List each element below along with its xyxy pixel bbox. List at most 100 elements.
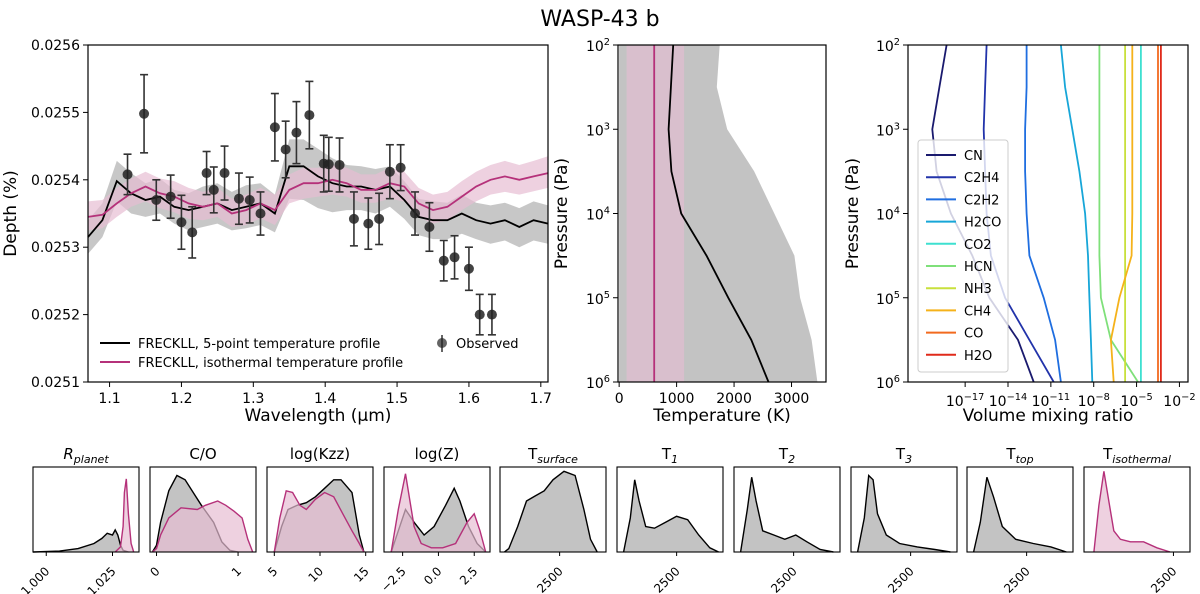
y-tick-label: 104 [876,206,900,224]
posterior-grey-line [622,479,719,553]
legend-label: CN [964,149,983,164]
observed-point [176,217,187,228]
y-tick-label: 0.0254 [31,173,80,189]
observed-point [201,168,212,179]
x-tick-label: 2500 [1148,564,1179,594]
observed-point [255,208,266,219]
x-tick-label: 2.5 [457,564,480,587]
x-tick-label: 1000 [659,391,695,407]
x-tick-label: 10−2 [1163,392,1195,410]
observed-point [233,193,244,204]
x-tick-label: 10−14 [989,392,1028,410]
panel-title: log(Z) [415,445,460,463]
x-tick-label: 2500 [651,564,682,594]
panel-title: Ttop [1005,445,1033,466]
panel-frame [149,466,257,553]
x-tick-label: 0 [615,391,624,407]
model-line-2 [87,172,549,218]
x-tick-label: 1.5 [386,391,408,407]
axes-frame [87,44,549,383]
y-axis-label: Pressure (Pa) [843,158,863,269]
legend-label: H2CO [964,216,1001,231]
x-tick-label: 1.1 [98,391,120,407]
x-tick-label: 15 [351,564,372,585]
posterior-grey-line [503,470,598,553]
vmr-line-C2H2 [1024,45,1062,383]
uncertainty-band-2 [88,156,548,231]
x-tick-label: 1.000 [18,564,52,594]
posterior-grey-line [972,476,1067,553]
y-tick-label: 103 [876,121,900,139]
panel-title: T1 [661,445,678,466]
posterior-pink-line [273,489,365,553]
panel-frame [383,466,491,553]
observed-point [348,213,359,224]
x-tick-label: 10−5 [1120,392,1152,410]
posterior-pink-area [1093,471,1171,552]
posterior-pink-area [152,501,253,552]
observed-point [139,108,150,119]
y-tick-label: 0.0251 [31,375,80,391]
x-tick-label: 5 [265,564,280,579]
posterior-grey-line [739,477,834,553]
y-tick-label: 102 [876,37,900,55]
observed-point [463,263,474,274]
observed-point [486,309,497,320]
observed-point [269,122,280,133]
x-tick-label: 10−17 [946,392,985,410]
posterior-pink-line [151,500,254,553]
x-axis-label: Wavelength (µm) [245,406,392,426]
x-tick-label: 0 [147,564,162,579]
y-tick-label: 0.0256 [31,38,80,54]
y-tick-label: 0.0253 [31,240,80,256]
observed-point [424,221,435,232]
observed-point [374,213,385,224]
posterior-grey-area [623,479,719,552]
observed-point [410,208,421,219]
panel-title: T3 [895,445,912,466]
x-tick-label: 1.025 [84,564,118,594]
posterior-pink-line [1093,471,1171,553]
x-tick-label: 1.6 [458,391,480,407]
panel-frame [966,466,1074,553]
x-tick-label: 2000 [716,391,752,407]
x-tick-label: 2500 [885,564,916,594]
x-tick-label: 1.2 [170,391,192,407]
x-axis-label: Temperature (K) [652,406,791,426]
posterior-grey-area [740,477,834,552]
y-tick-label: 0.0255 [31,105,80,121]
legend-label: FRECKLL, 5-point temperature profile [138,337,380,352]
legend-label: CO [964,327,983,342]
legend-label: FRECKLL, isothermal temperature profile [138,356,403,371]
y-axis-label: Pressure (Pa) [552,158,572,269]
spectrum-chart: 1.1 1.2 1.3 1.4 1.5 1.6 1.7 0.0251 0.0252 0.0253 0… [1,38,552,426]
vmr-line-HCN [1098,45,1139,383]
posterior-pink-area [115,478,134,552]
observed-point [219,168,230,179]
x-tick-label: −2.5 [378,564,409,594]
vmr-line-H2CO [1060,44,1094,383]
posterior-grey-line [856,473,951,553]
observed-point [208,184,219,195]
panel-title: Tsurface [527,445,578,466]
x-tick-label: 2500 [768,564,799,594]
x-tick-label: 1.4 [314,391,336,407]
observed-point [165,191,176,202]
legend-label: HCN [964,260,993,275]
y-tick-label: 0.0252 [31,308,80,324]
observed-point [363,218,374,229]
figure-title: WASP-43 b [540,7,659,32]
observed-point [323,159,334,170]
panel-title: Tisothermal [1102,445,1171,466]
observed-point [151,195,162,206]
y-tick-label: 103 [586,121,610,139]
uncertainty-band-2 [626,45,685,382]
panel-frame [616,466,724,553]
panel-title: T2 [778,445,795,466]
panel-title: C/O [189,445,216,463]
x-tick-label: 2500 [534,564,565,594]
panel-title: log(Kzz) [290,445,350,463]
posterior-panels: Rplanet 1.000 1.025 C/O 0 1 log(Kzz) 5 10 15 log(Z… [18,445,1191,594]
observed-point [474,309,485,320]
